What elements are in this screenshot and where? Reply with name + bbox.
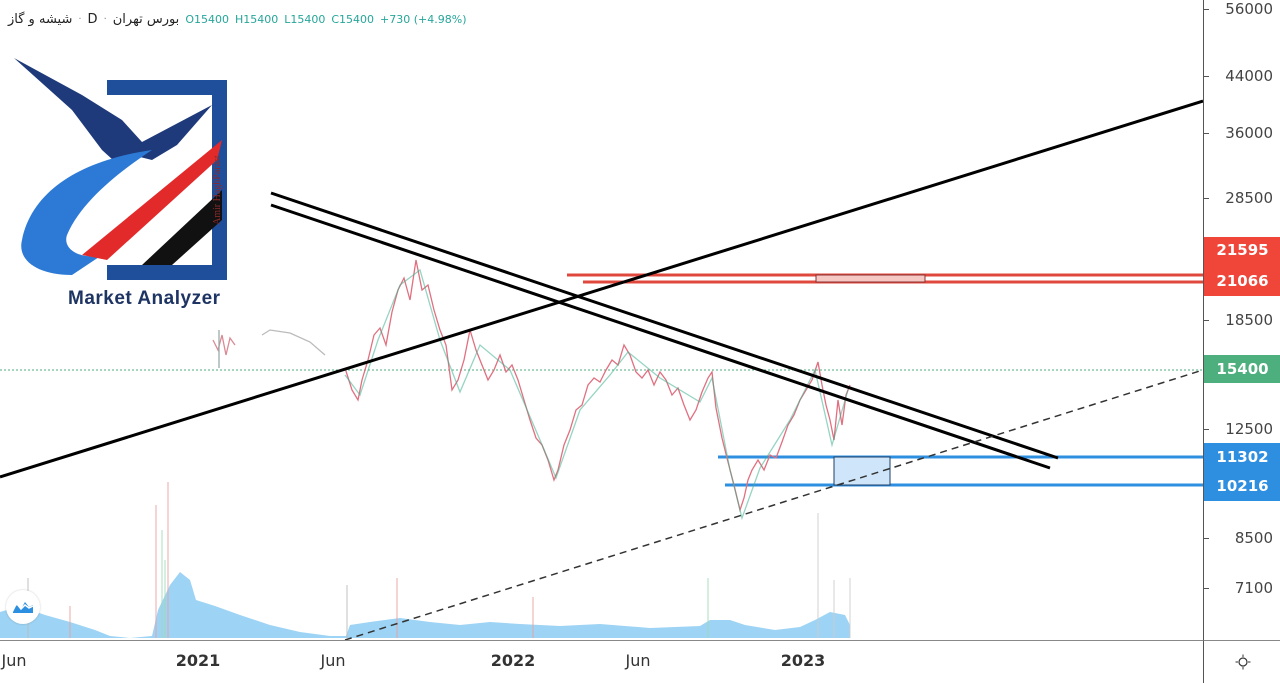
logo-author-text: Amir HaghParast (212, 155, 223, 225)
price-badge-21066: 21066 (1204, 264, 1280, 296)
current-price-badge: 15400 (1204, 355, 1280, 383)
eagle-logo-icon: Amir HaghParast (14, 58, 227, 280)
dashed-support-trendline (344, 369, 1204, 641)
close-value: C15400 (331, 12, 375, 26)
low-value: L15400 (284, 12, 326, 26)
exchange-label: بورس تهران (112, 11, 180, 27)
symbol-legend[interactable]: شیشه و گاز · D · بورس تهران O15400 H1540… (8, 10, 467, 28)
candles (212, 259, 851, 521)
plot-area[interactable] (0, 0, 1204, 641)
open-value: O15400 (185, 12, 229, 26)
chart-settings-button[interactable] (1203, 640, 1280, 683)
change-value: +730 (+4.98%) (380, 12, 467, 26)
tradingview-badge[interactable] (6, 590, 40, 624)
time-axis[interactable]: Jun 2021 Jun 2022 Jun 2023 (0, 640, 1203, 683)
downtrend-upper-line (270, 191, 1059, 460)
separator-dot: · (103, 13, 107, 25)
volume-pane (0, 482, 851, 638)
time-label-2021: 2021 (175, 651, 221, 670)
symbol-name[interactable]: شیشه و گاز (8, 11, 73, 27)
interval-label[interactable]: D (87, 11, 98, 27)
long-uptrend-line (0, 99, 1204, 479)
tradingview-logo-icon (12, 602, 34, 613)
downtrend-lower-line (270, 203, 1051, 470)
separator-dot: · (78, 13, 82, 25)
time-label-2022: 2022 (490, 651, 536, 670)
price-badge-10216: 10216 (1204, 471, 1280, 501)
price-axis[interactable]: 56000 44000 36000 28500 18500 12500 8500… (1203, 0, 1280, 640)
time-label-jun-2022: Jun (625, 651, 651, 670)
price-chart-canvas[interactable] (0, 0, 1204, 641)
time-label-2023: 2023 (780, 651, 826, 670)
price-badge-21595: 21595 (1204, 237, 1280, 264)
settings-sun-icon (1235, 654, 1250, 670)
time-label-jun-2020: Jun (1, 651, 27, 670)
market-analyzer-logo: Amir HaghParast (12, 50, 252, 315)
logo-brand-text: Market Analyzer (68, 288, 221, 309)
time-label-jun-2021: Jun (320, 651, 346, 670)
price-badge-11302: 11302 (1204, 443, 1280, 471)
resistance-zone-box (815, 274, 926, 283)
high-value: H15400 (234, 12, 279, 26)
support-zone-box (833, 456, 891, 486)
